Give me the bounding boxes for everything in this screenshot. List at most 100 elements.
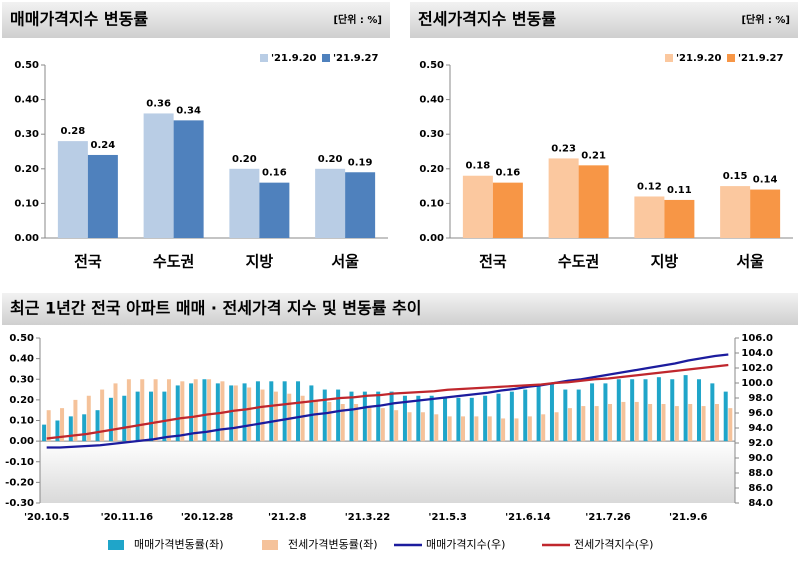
bar — [474, 416, 479, 442]
tick-label: 0.30 — [419, 129, 444, 140]
bar — [122, 395, 127, 442]
x-tick-label: '21.6.14 — [505, 512, 550, 523]
bar — [260, 389, 265, 442]
bar — [113, 383, 118, 442]
legend-swatch — [322, 54, 330, 62]
tick-label: 84.0 — [748, 498, 773, 509]
panel-header — [2, 293, 798, 325]
bar — [523, 389, 528, 442]
unit-label: [단위 : %] — [741, 13, 790, 26]
legend-label: '21.9.27 — [738, 53, 783, 64]
bar — [42, 424, 47, 442]
bar — [60, 408, 65, 442]
bar — [696, 379, 701, 442]
bar — [407, 412, 412, 442]
data-label: 0.24 — [91, 140, 116, 151]
legend-swatch — [262, 540, 278, 550]
plot-shade — [40, 441, 735, 503]
bar — [728, 408, 733, 442]
bar — [594, 406, 599, 442]
bar — [634, 196, 665, 238]
bar — [82, 414, 87, 442]
x-tick-label: '21.2.8 — [268, 512, 307, 523]
tick-label: 0.50 — [419, 60, 444, 71]
x-tick-label: 지방 — [246, 253, 274, 271]
bar — [345, 172, 376, 238]
tick-label: 100.0 — [741, 378, 773, 389]
bar — [57, 141, 88, 238]
tick-label: 0.10 — [9, 416, 34, 427]
bar — [300, 395, 305, 442]
bar — [166, 379, 171, 442]
bar — [180, 381, 185, 442]
bar — [394, 410, 399, 442]
bar — [643, 379, 648, 442]
x-tick-label: '20.11.16 — [101, 512, 153, 523]
bar — [202, 379, 207, 442]
bar — [434, 414, 439, 442]
tick-label: 0.30 — [9, 374, 34, 385]
bar — [420, 412, 425, 442]
bar — [389, 391, 394, 442]
legend-swatch — [665, 54, 673, 62]
legend-label: '21.9.27 — [333, 53, 378, 64]
bar — [296, 381, 301, 442]
tick-label: 86.0 — [748, 483, 773, 494]
legend-label: 전세가격지수(우) — [574, 538, 653, 551]
data-label: 0.20 — [232, 154, 257, 165]
bar — [327, 401, 332, 442]
bar — [143, 113, 174, 238]
bar — [567, 408, 572, 442]
tick-label: 0.00 — [14, 233, 39, 244]
bar — [501, 418, 506, 442]
tick-label: -0.20 — [5, 477, 34, 488]
bar — [220, 381, 225, 442]
bar — [46, 410, 51, 442]
tick-label: 90.0 — [748, 453, 773, 464]
bar — [723, 391, 728, 442]
x-tick-label: '20.12.28 — [181, 512, 233, 523]
bar — [670, 379, 675, 442]
tick-label: 0.00 — [419, 233, 444, 244]
tick-label: -0.10 — [5, 457, 34, 468]
bar — [608, 404, 613, 442]
x-tick-label: '21.9.6 — [669, 512, 708, 523]
bar — [315, 168, 346, 238]
bar — [429, 395, 434, 442]
panel-header — [410, 2, 798, 38]
bar — [461, 416, 466, 442]
legend-label: 전세가격변동률(좌) — [288, 538, 378, 551]
legend-swatch — [260, 54, 268, 62]
x-tick-label: 전국 — [74, 253, 102, 271]
tick-label: -0.30 — [5, 498, 34, 509]
bar — [674, 406, 679, 442]
bar — [514, 418, 519, 442]
legend-swatch — [108, 540, 124, 550]
x-tick-label: 전국 — [479, 253, 507, 271]
bar — [376, 391, 381, 442]
bar — [313, 399, 318, 442]
bar — [193, 379, 198, 442]
tick-label: 102.0 — [741, 363, 773, 374]
tick-label: 0.10 — [14, 198, 39, 209]
bar — [630, 379, 635, 442]
bar — [447, 416, 452, 442]
bar — [273, 391, 278, 442]
bar — [688, 404, 693, 442]
bar — [349, 391, 354, 442]
x-tick-label: '21.3.22 — [345, 512, 390, 523]
bar — [603, 383, 608, 442]
bar — [581, 406, 586, 442]
chart-title: 전세가격지수 변동률 — [418, 10, 556, 29]
bar — [175, 385, 180, 442]
bar — [87, 154, 118, 238]
tick-label: 98.0 — [748, 393, 773, 404]
tick-label: 0.00 — [9, 436, 34, 447]
bar — [108, 397, 113, 442]
tick-label: 0.40 — [9, 354, 34, 365]
legend-label: '21.9.20 — [271, 53, 316, 64]
x-tick-label: '20.10.5 — [24, 512, 69, 523]
bar — [287, 393, 292, 442]
bar — [73, 399, 78, 442]
